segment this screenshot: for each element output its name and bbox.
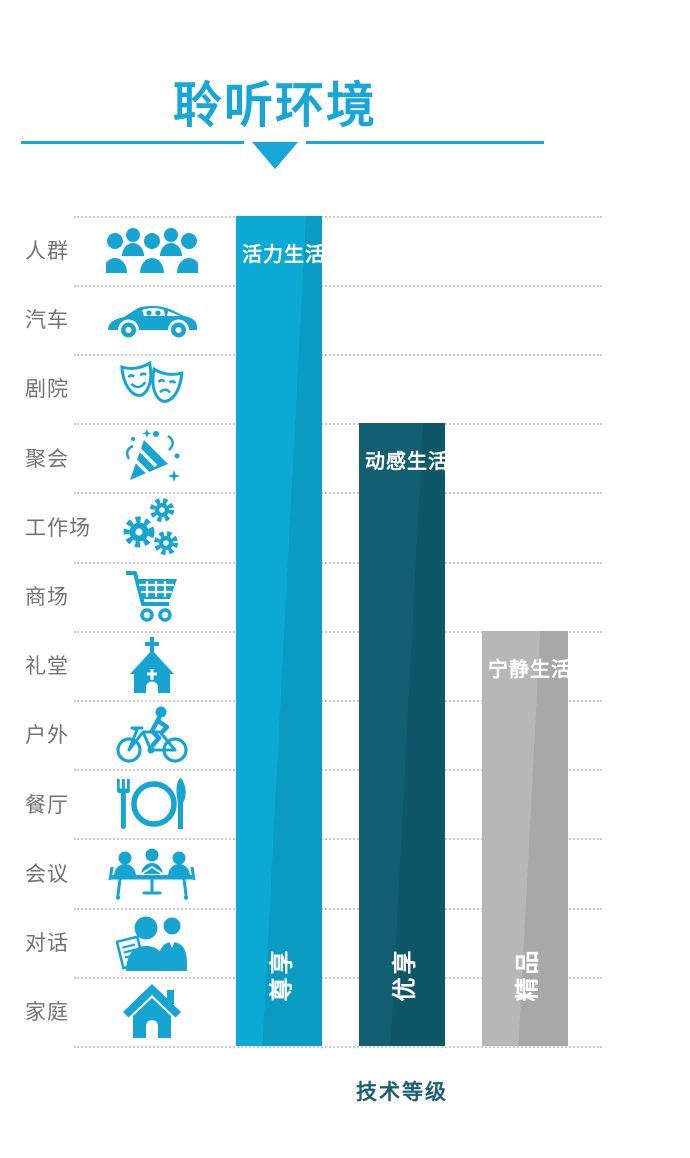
meeting-icon bbox=[98, 838, 206, 907]
divider-line-left bbox=[21, 141, 244, 144]
row-workplace: 工作场 bbox=[0, 492, 230, 561]
row-crowd: 人群 bbox=[0, 216, 230, 285]
bar-tier-label: 优享 bbox=[391, 947, 419, 1002]
crowd-icon bbox=[98, 216, 206, 285]
row-party: 聚会 bbox=[0, 423, 230, 492]
gridline bbox=[74, 423, 602, 426]
row-mall: 商场 bbox=[0, 562, 230, 631]
gridline bbox=[74, 1045, 602, 1048]
gridline bbox=[74, 907, 602, 910]
restaurant-icon bbox=[98, 769, 206, 838]
bar-tier-label-wrap: 精品 bbox=[482, 920, 568, 1030]
divider-line-right bbox=[306, 141, 544, 144]
row-label: 汽车 bbox=[25, 309, 69, 333]
home-icon bbox=[98, 977, 206, 1046]
row-label: 礼堂 bbox=[25, 655, 69, 679]
row-label: 工作场 bbox=[25, 516, 91, 540]
bar-boutique-tier: 宁静生活 精品 bbox=[482, 630, 572, 1046]
row-label: 商场 bbox=[25, 586, 69, 609]
gridline bbox=[74, 561, 602, 564]
gridline bbox=[74, 976, 602, 979]
row-conversation: 对话 bbox=[0, 908, 230, 977]
row-outdoor: 户外 bbox=[0, 700, 230, 769]
bar-tier-label: 尊享 bbox=[268, 947, 296, 1002]
gridline bbox=[74, 353, 602, 356]
conversation-icon bbox=[98, 908, 206, 977]
bar-tier-label: 精品 bbox=[514, 947, 542, 1002]
x-axis-label: 技术等级 bbox=[356, 1081, 448, 1104]
shopping-cart-icon bbox=[98, 562, 206, 631]
bar-top-label: 宁静生活 bbox=[488, 658, 572, 681]
cyclist-icon bbox=[98, 700, 206, 769]
party-popper-icon bbox=[98, 423, 206, 492]
gridline bbox=[74, 769, 602, 772]
gridline bbox=[74, 838, 602, 841]
page-title: 聆听环境 bbox=[172, 79, 377, 133]
church-icon bbox=[98, 631, 206, 700]
bar-top-label: 活力生活 bbox=[242, 243, 326, 266]
row-label: 户外 bbox=[25, 724, 69, 748]
bar-tier-label-wrap: 优享 bbox=[359, 920, 445, 1030]
row-label: 餐厅 bbox=[25, 793, 69, 817]
bar-premium-tier: 活力生活 尊享 bbox=[236, 215, 326, 1046]
bar-top-label: 动感生活 bbox=[365, 451, 449, 474]
row-label: 对话 bbox=[25, 932, 69, 955]
row-car: 汽车 bbox=[0, 285, 230, 354]
row-label: 聚会 bbox=[25, 447, 69, 471]
row-home: 家庭 bbox=[0, 977, 230, 1046]
row-theater: 剧院 bbox=[0, 354, 230, 423]
gridline bbox=[74, 215, 602, 218]
gridline bbox=[74, 492, 602, 495]
car-icon bbox=[98, 285, 206, 354]
gridline bbox=[74, 630, 602, 633]
gears-icon bbox=[98, 492, 206, 561]
theater-masks-icon bbox=[98, 354, 206, 423]
arrow-down-icon bbox=[252, 142, 298, 169]
gridline bbox=[74, 284, 602, 287]
row-restaurant: 餐厅 bbox=[0, 769, 230, 838]
bar-tier-label-wrap: 尊享 bbox=[236, 920, 322, 1030]
row-label: 会议 bbox=[25, 862, 69, 886]
gridline bbox=[74, 699, 602, 702]
bar-superior-tier: 动感生活 优享 bbox=[359, 423, 449, 1046]
row-label: 家庭 bbox=[25, 1001, 69, 1025]
row-hall: 礼堂 bbox=[0, 631, 230, 700]
row-meeting: 会议 bbox=[0, 838, 230, 907]
row-label: 剧院 bbox=[25, 378, 69, 402]
row-label: 人群 bbox=[25, 240, 69, 263]
